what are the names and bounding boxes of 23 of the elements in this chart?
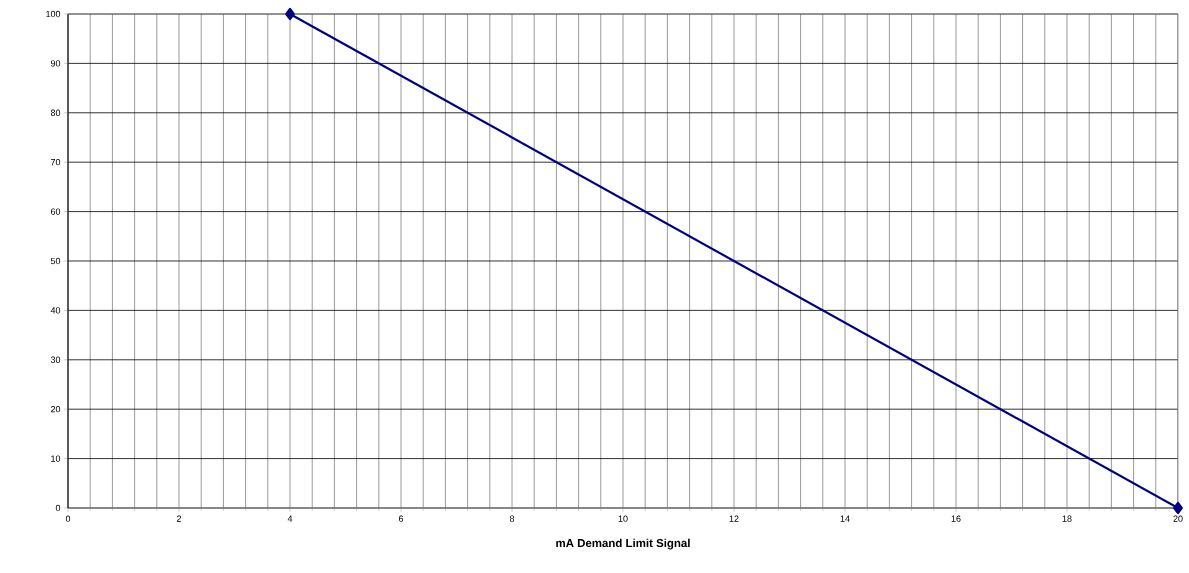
y-tick-label: 50 bbox=[50, 257, 61, 265]
x-tick-label: 20 bbox=[1173, 515, 1183, 522]
x-tick-label: 2 bbox=[176, 515, 182, 522]
y-tick-label: 10 bbox=[51, 455, 61, 462]
x-tick-label: 4 bbox=[287, 515, 293, 522]
y-tick-label: 60 bbox=[50, 208, 61, 215]
x-tick-label: 6 bbox=[398, 515, 404, 522]
y-tick-label: 90 bbox=[50, 60, 61, 67]
x-tick-label: 14 bbox=[840, 515, 850, 522]
x-tick-label: 8 bbox=[509, 515, 515, 522]
x-tick-label: 16 bbox=[951, 515, 961, 522]
x-tick-label: 0 bbox=[65, 515, 71, 522]
y-tick-label: 0 bbox=[55, 504, 61, 512]
x-tick-label: 12 bbox=[729, 515, 739, 522]
y-tick-label: 100 bbox=[46, 10, 61, 18]
y-tick-label: 80 bbox=[50, 109, 61, 116]
y-tick-label: 30 bbox=[50, 356, 61, 363]
x-tick-label: 18 bbox=[1062, 515, 1072, 522]
x-axis-title: mA Demand Limit Signal bbox=[556, 538, 690, 550]
x-tick-label: 10 bbox=[618, 515, 628, 522]
y-tick-label: 40 bbox=[50, 307, 61, 314]
y-tick-label: 20 bbox=[50, 406, 61, 413]
y-tick-label: 70 bbox=[50, 159, 61, 166]
